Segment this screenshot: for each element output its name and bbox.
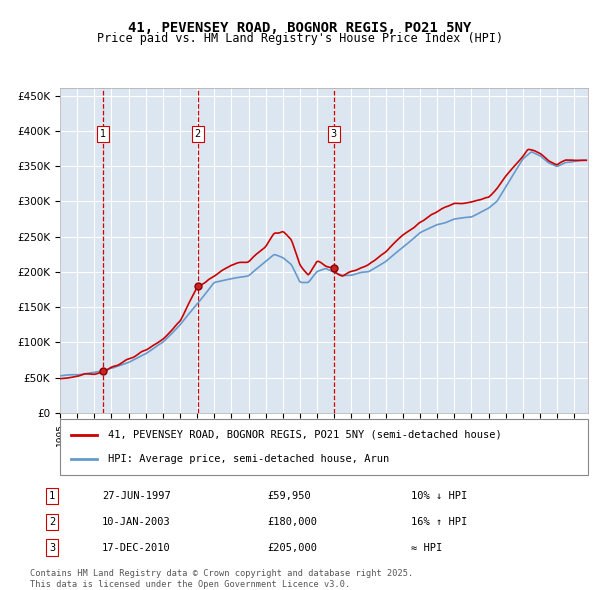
Text: 10-JAN-2003: 10-JAN-2003	[102, 517, 170, 527]
Text: 41, PEVENSEY ROAD, BOGNOR REGIS, PO21 5NY (semi-detached house): 41, PEVENSEY ROAD, BOGNOR REGIS, PO21 5N…	[107, 430, 501, 440]
Text: 41, PEVENSEY ROAD, BOGNOR REGIS, PO21 5NY: 41, PEVENSEY ROAD, BOGNOR REGIS, PO21 5N…	[128, 21, 472, 35]
Text: 1: 1	[49, 491, 55, 502]
Text: Contains HM Land Registry data © Crown copyright and database right 2025.
This d: Contains HM Land Registry data © Crown c…	[30, 569, 413, 589]
Text: ≈ HPI: ≈ HPI	[411, 543, 442, 553]
Text: 2: 2	[194, 129, 201, 139]
Text: 1: 1	[100, 129, 106, 139]
Text: 2: 2	[49, 517, 55, 527]
Text: Price paid vs. HM Land Registry's House Price Index (HPI): Price paid vs. HM Land Registry's House …	[97, 32, 503, 45]
Text: 3: 3	[331, 129, 337, 139]
Text: HPI: Average price, semi-detached house, Arun: HPI: Average price, semi-detached house,…	[107, 454, 389, 464]
Text: 27-JUN-1997: 27-JUN-1997	[102, 491, 170, 502]
FancyBboxPatch shape	[60, 419, 588, 475]
Text: £180,000: £180,000	[268, 517, 317, 527]
Text: 3: 3	[49, 543, 55, 553]
Text: 17-DEC-2010: 17-DEC-2010	[102, 543, 170, 553]
Text: 16% ↑ HPI: 16% ↑ HPI	[411, 517, 467, 527]
Text: 10% ↓ HPI: 10% ↓ HPI	[411, 491, 467, 502]
Text: £59,950: £59,950	[268, 491, 311, 502]
Text: £205,000: £205,000	[268, 543, 317, 553]
